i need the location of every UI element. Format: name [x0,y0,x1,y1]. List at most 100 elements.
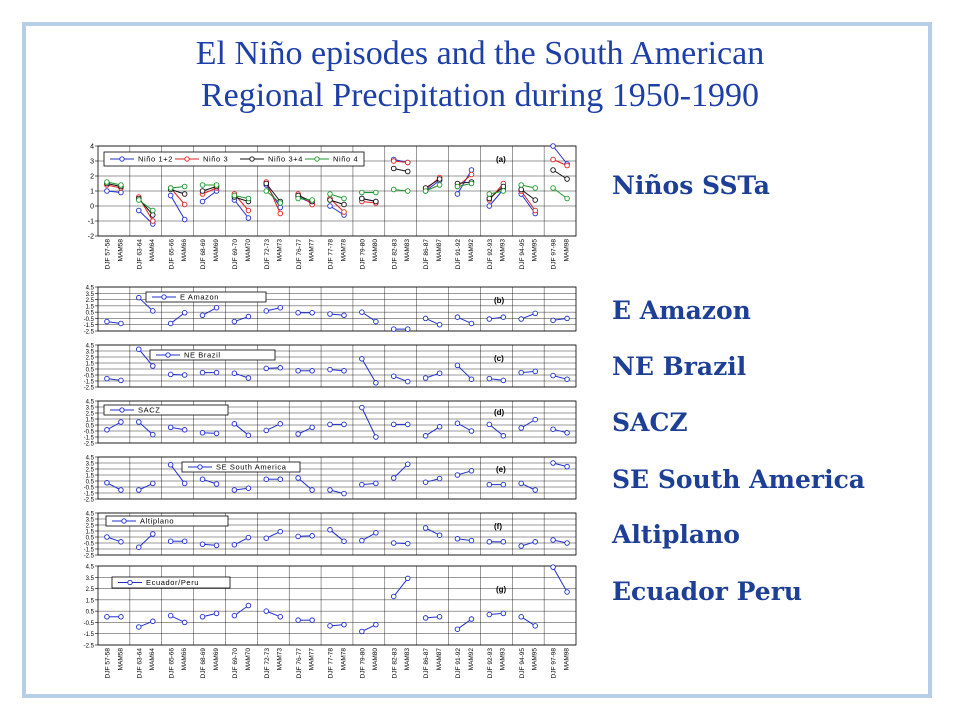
x-tick-label: DJF 94-95 [519,239,526,270]
data-point [468,320,475,327]
chart-legend: SE South America [181,461,301,473]
data-point [486,195,493,202]
data-point [468,537,475,544]
data-point [245,534,252,541]
x-tick-label: DJF 97-98 [551,239,558,270]
x-tick-label: MAM69 [213,239,220,262]
data-point [309,487,315,493]
data-point [213,430,220,437]
data-point [341,312,347,319]
series-segment [138,421,154,435]
series-segment [552,145,568,165]
series-e-amazon [104,294,570,332]
data-point [518,425,524,431]
data-point [500,377,507,384]
data-point [564,376,570,382]
x-tick-label: DJF 68-69 [200,239,207,270]
data-point [422,615,429,621]
x-tick-label: MAM83 [404,239,411,262]
data-point [500,539,507,545]
data-point [486,375,493,382]
y-tick-label: 0.5 [86,480,95,486]
data-point [518,182,524,188]
data-point [167,612,174,619]
data-point [104,375,110,382]
series-segment [329,529,345,542]
data-point [436,424,443,430]
data-point [341,209,347,215]
legend-marker [249,156,255,162]
data-point [213,542,220,549]
x-tick-label: MAM87 [436,648,443,671]
legend-marker [119,156,125,162]
data-point [359,356,365,362]
data-point [390,373,397,379]
data-point [341,621,347,628]
legend-marker [184,156,190,162]
x-tick-label: MAM98 [563,648,570,671]
data-point [486,539,493,545]
data-point [277,365,284,371]
data-point [518,480,524,487]
data-point [199,614,206,620]
data-point [199,312,206,319]
data-point [550,537,556,543]
data-point [500,188,507,194]
data-point [436,176,443,182]
data-point [181,191,188,197]
data-point [118,320,124,327]
legend-marker [121,518,127,524]
data-point [422,433,429,439]
y-tick-label: -0.5 [84,374,95,380]
data-point [167,320,174,327]
data-point [532,185,538,191]
data-point [181,216,188,223]
series-altiplano [104,525,570,550]
data-point [436,182,443,188]
x-tick-label: DJF 76-77 [296,648,303,679]
legend-box [145,291,267,303]
series-segment [170,464,186,484]
x-tick-label: DJF 57-58 [105,648,112,679]
y-tick-label: 1.5 [86,598,95,604]
legend-entry: Niño 1+2 [138,155,173,164]
data-point [454,362,461,369]
data-point [486,316,493,322]
data-point [327,623,333,629]
data-point [500,183,507,190]
data-point [532,623,538,629]
series-segment [425,426,440,437]
data-point [454,314,461,320]
x-tick-label: DJF 65-66 [168,648,175,679]
data-point [118,377,124,384]
y-tick-label: -2 [88,234,94,241]
data-point [454,472,461,478]
data-point [454,420,461,426]
x-tick-label: DJF 79-80 [359,648,366,679]
x-tick-label: DJF 68-69 [200,648,207,679]
data-point [436,614,443,620]
x-tick-label: DJF 72-73 [264,239,271,270]
legend-marker [314,156,320,162]
x-tick-label: MAM80 [372,648,379,671]
data-point [199,430,206,436]
data-point [245,215,252,221]
data-point [486,421,493,428]
series-segment [393,463,409,479]
data-point [373,434,379,440]
data-point [150,218,156,224]
data-point [136,544,142,550]
y-tick-label: -1.5 [84,323,95,329]
chart-legend: NE Brazil [149,349,276,361]
data-point [436,475,443,482]
data-point [404,575,411,582]
data-point [550,460,556,466]
y-tick-label: -2.5 [84,554,95,560]
legend-entry: Ecuador/Peru [146,578,199,587]
data-point [373,318,379,325]
chart-panel-6: 4.53.52.51.50.5-0.5-1.5-2.5 Altiplano (f) [84,512,577,560]
x-tick-label: MAM78 [340,648,347,671]
data-point [359,195,365,202]
data-point [468,468,475,474]
